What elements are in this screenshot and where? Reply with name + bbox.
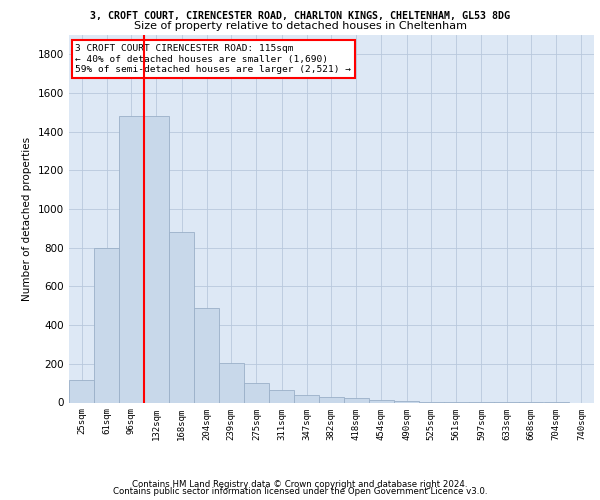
Bar xyxy=(269,390,294,402)
Bar xyxy=(244,383,269,402)
Bar xyxy=(94,248,119,402)
Bar xyxy=(169,232,194,402)
Bar xyxy=(69,380,94,402)
Bar xyxy=(344,398,369,402)
Bar xyxy=(319,397,344,402)
Bar xyxy=(144,116,169,403)
Text: 3 CROFT COURT CIRENCESTER ROAD: 115sqm
← 40% of detached houses are smaller (1,6: 3 CROFT COURT CIRENCESTER ROAD: 115sqm ←… xyxy=(76,44,352,74)
Bar xyxy=(294,395,319,402)
Text: Contains public sector information licensed under the Open Government Licence v3: Contains public sector information licen… xyxy=(113,487,487,496)
Bar xyxy=(394,401,419,402)
Text: Contains HM Land Registry data © Crown copyright and database right 2024.: Contains HM Land Registry data © Crown c… xyxy=(132,480,468,489)
Text: Size of property relative to detached houses in Cheltenham: Size of property relative to detached ho… xyxy=(133,21,467,31)
Y-axis label: Number of detached properties: Number of detached properties xyxy=(22,136,32,301)
Text: 3, CROFT COURT, CIRENCESTER ROAD, CHARLTON KINGS, CHELTENHAM, GL53 8DG: 3, CROFT COURT, CIRENCESTER ROAD, CHARLT… xyxy=(90,11,510,21)
Bar xyxy=(369,400,394,402)
Bar xyxy=(194,308,219,402)
Bar xyxy=(119,116,143,403)
Bar xyxy=(219,363,244,403)
